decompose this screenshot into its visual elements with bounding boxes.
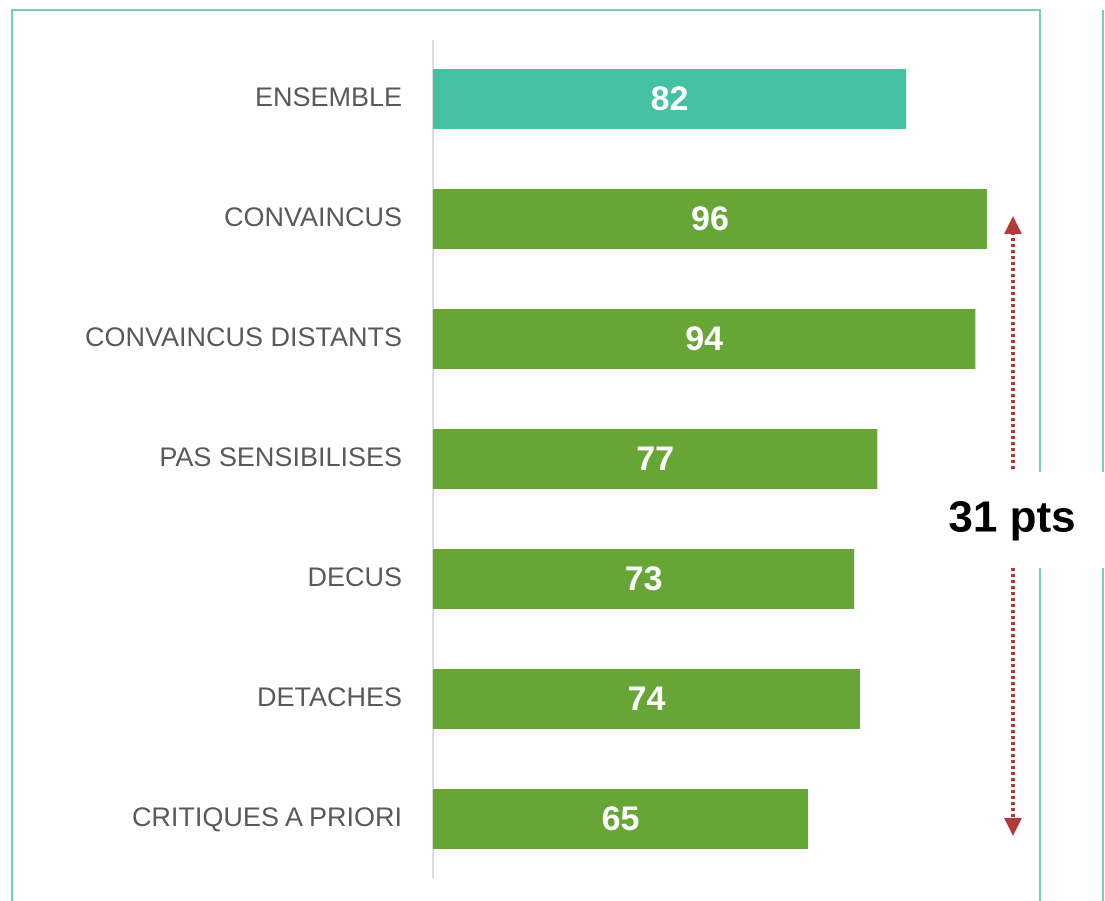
annotation: 31 pts <box>948 493 1075 542</box>
bar <box>433 789 809 849</box>
range-arrow: 31 pts <box>915 216 1105 836</box>
frame <box>11 9 1041 901</box>
value-label: 74 <box>628 680 666 718</box>
bar <box>433 309 976 369</box>
bar <box>433 429 878 489</box>
category-label: PAS SENSIBILISES <box>159 442 402 472</box>
category-label: ENSEMBLE <box>255 82 402 112</box>
arrow-head <box>1004 818 1022 836</box>
value-label: 82 <box>651 80 689 118</box>
value-label: 94 <box>685 320 723 358</box>
category-label: CONVAINCUS <box>224 202 402 232</box>
value-label: 73 <box>625 560 663 598</box>
bar <box>433 669 860 729</box>
bar <box>433 549 855 609</box>
bar <box>433 69 907 129</box>
category-label: DETACHES <box>257 682 402 712</box>
bar <box>433 189 987 249</box>
category-label: DECUS <box>307 562 402 592</box>
arrow-head <box>1004 216 1022 234</box>
category-label: CONVAINCUS DISTANTS <box>85 322 402 352</box>
annotation-bg <box>915 472 1105 568</box>
value-label: 96 <box>691 200 729 238</box>
bars: ENSEMBLE 82 CONVAINCUS 96 CONVAINCUS DISTANT… <box>85 69 987 849</box>
value-label: 65 <box>602 800 640 838</box>
category-label: CRITIQUES A PRIORI <box>132 802 402 832</box>
value-label: 77 <box>636 440 674 478</box>
